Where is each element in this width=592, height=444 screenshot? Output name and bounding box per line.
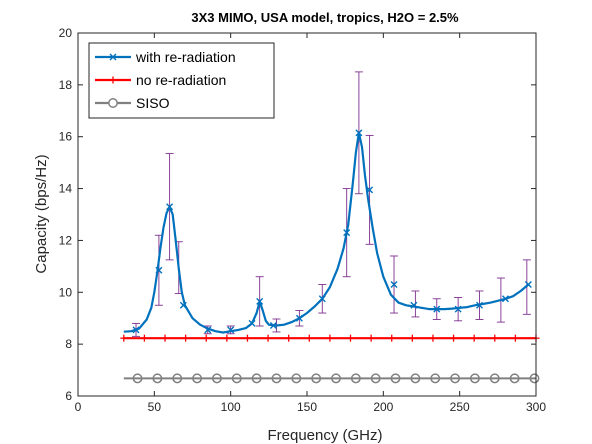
no-reradiation-marker: [450, 334, 458, 342]
siso-marker: [192, 373, 203, 384]
with-reradiation-marker: [132, 326, 140, 334]
siso-marker: [450, 373, 461, 384]
no-reradiation-marker: [347, 334, 355, 342]
no-reradiation-marker: [367, 334, 375, 342]
y-tick-label: 20: [59, 26, 73, 40]
y-tick-label: 10: [59, 285, 73, 299]
y-tick-label: 14: [59, 182, 73, 196]
no-reradiation-marker: [491, 334, 499, 342]
with-reradiation-marker: [295, 314, 303, 322]
no-reradiation-marker: [285, 334, 293, 342]
siso-marker: [370, 373, 381, 384]
no-reradiation-marker: [182, 334, 190, 342]
siso-marker: [390, 373, 401, 384]
siso-marker: [231, 373, 242, 384]
x-tick-label: 0: [75, 400, 82, 414]
legend: with re-radiation no re-radiation SISO: [88, 42, 275, 119]
no-reradiation-marker: [408, 334, 416, 342]
y-tick-label: 12: [59, 233, 73, 247]
with-reradiation-marker: [204, 326, 212, 334]
with-reradiation-marker: [390, 281, 398, 289]
siso-marker: [291, 373, 302, 384]
no-reradiation-marker: [305, 334, 313, 342]
legend-entry: no re-radiation: [95, 72, 226, 88]
siso-marker: [311, 373, 322, 384]
with-reradiation-marker: [318, 295, 326, 303]
legend-label: no re-radiation: [136, 72, 226, 88]
x-tick-label: 200: [373, 400, 393, 414]
legend-marker: [109, 53, 117, 61]
no-reradiation-marker: [511, 334, 519, 342]
y-axis-label: Capacity (bps/Hz): [33, 154, 50, 273]
no-reradiation-marker: [223, 334, 231, 342]
axes: 0 50 100 150 200 250 300 6 8 10 12 14 16 18 20: [59, 26, 547, 414]
siso-marker: [172, 373, 183, 384]
siso-marker: [469, 373, 480, 384]
with-reradiation-line: [123, 131, 530, 334]
x-tick-label: 50: [148, 400, 162, 414]
with-reradiation-marker: [155, 266, 163, 274]
with-reradiation-marker: [166, 203, 174, 211]
y-tick-label: 8: [65, 337, 72, 351]
with-reradiation-marker: [476, 301, 484, 309]
siso-marker: [529, 373, 540, 384]
with-reradiation-marker: [179, 301, 187, 309]
with-reradiation-marker: [343, 229, 351, 237]
y-tick-label: 16: [59, 130, 73, 144]
legend-entry: with re-radiation: [95, 49, 236, 65]
with-reradiation-marker: [454, 305, 462, 313]
with-reradiation-marker: [410, 301, 418, 309]
siso-marker: [152, 373, 163, 384]
siso-marker: [331, 373, 341, 384]
siso-marker: [489, 373, 500, 384]
siso-marker: [509, 373, 520, 384]
no-reradiation-marker: [326, 334, 334, 342]
siso-marker: [430, 373, 441, 384]
no-reradiation-marker: [388, 334, 396, 342]
with-reradiation-marker: [355, 129, 363, 137]
siso-marker: [271, 373, 282, 384]
no-reradiation-marker: [202, 334, 210, 342]
no-reradiation-marker: [429, 334, 437, 342]
with-reradiation-marker: [227, 326, 235, 334]
siso-marker: [410, 373, 421, 384]
with-reradiation-marker: [433, 305, 441, 313]
legend-entry: SISO: [95, 95, 170, 111]
legend-label: SISO: [136, 95, 170, 111]
y-tick-label: 6: [65, 389, 72, 403]
legend-label: with re-radiation: [135, 49, 236, 65]
with-reradiation-marker: [501, 295, 509, 303]
x-tick-label: 250: [450, 400, 470, 414]
siso-marker: [350, 373, 361, 384]
x-axis-label: Frequency (GHz): [267, 427, 382, 444]
no-reradiation-marker: [161, 334, 169, 342]
legend-marker: [108, 98, 118, 108]
y-tick-label: 18: [59, 78, 73, 92]
with-reradiation-marker: [256, 297, 264, 305]
x-tick-label: 150: [297, 400, 317, 414]
with-reradiation-marker: [524, 281, 532, 289]
no-reradiation-marker: [243, 334, 251, 342]
x-tick-label: 300: [526, 400, 546, 414]
no-reradiation-marker: [470, 334, 478, 342]
with-reradiation-marker: [269, 321, 277, 329]
with-reradiation-marker: [248, 319, 256, 327]
chart-title: 3X3 MIMO, USA model, tropics, H2O = 2.5%: [191, 10, 459, 25]
siso-marker: [251, 373, 262, 384]
x-tick-label: 100: [221, 400, 241, 414]
siso-marker: [211, 373, 222, 384]
with-reradiation-marker: [366, 186, 374, 194]
no-reradiation-marker: [264, 334, 272, 342]
siso-marker: [132, 373, 143, 384]
no-reradiation-marker: [120, 334, 128, 342]
no-reradiation-marker: [140, 334, 148, 342]
